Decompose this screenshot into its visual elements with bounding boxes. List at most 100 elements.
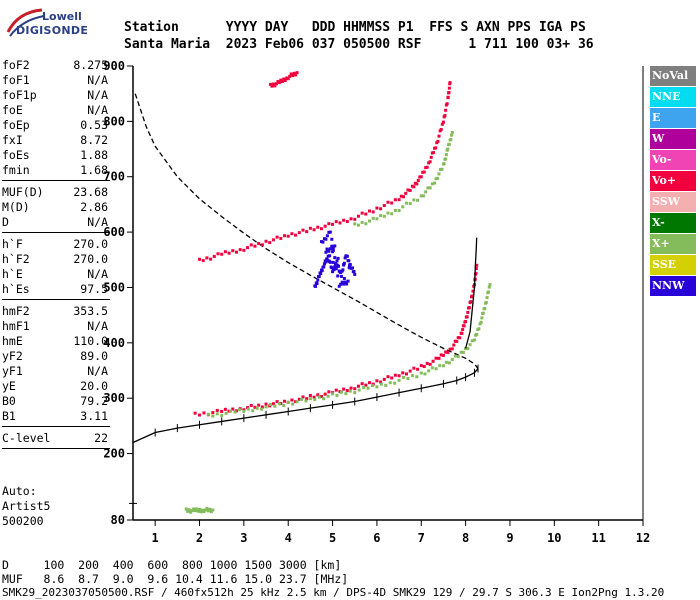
param-name: foF2 [2,58,30,72]
echo-point [327,390,331,394]
echo-point [347,266,351,270]
echo-point [422,365,426,369]
echo-point [286,400,290,404]
echo-point [362,386,366,390]
echo-point [331,260,335,264]
param-name: C-level [2,431,51,445]
echo-point [474,267,478,271]
echo-point [316,278,320,282]
x-tick-label: 2 [196,531,203,545]
echo-point [249,403,253,407]
echo-point [375,206,379,210]
echo-point [464,319,468,323]
echo-point [431,151,435,155]
echo-point [345,389,349,393]
trace-o-trace-f2 [193,263,479,417]
param-name: hmF2 [2,304,30,318]
echo-point [397,374,401,378]
echo-point [404,372,408,376]
echo-point [271,238,275,242]
echo-point [485,296,489,300]
echo-point [442,162,446,166]
echo-point [412,185,416,189]
echo-point [335,393,339,397]
echo-point [331,270,335,274]
param-value: 110.0 [73,334,108,348]
param-row: B0 79.2 [2,394,108,409]
echo-point [430,182,434,186]
echo-point [279,236,283,240]
echo-point [335,259,339,263]
echo-point [233,410,237,414]
echo-point [336,256,340,260]
param-value: N/A [87,73,108,87]
echo-point [459,350,463,354]
param-value: 353.5 [73,304,108,318]
echo-point [446,147,450,151]
echo-point [319,271,323,275]
echo-point [425,165,429,169]
echo-point [345,282,349,286]
echo-point [295,400,299,404]
echo-point [433,181,437,185]
echo-point [304,399,308,403]
echo-point [328,260,332,264]
echo-point [382,204,386,208]
param-row: foF1p N/A [2,88,108,103]
echo-point [192,507,196,511]
echo-point [447,142,451,146]
model-dashed-curve [134,93,479,369]
chart-axes [127,65,644,526]
echo-point [353,391,357,395]
echo-point [260,407,264,411]
echo-point [386,200,390,204]
echo-point [445,102,449,106]
echo-point [460,331,464,335]
param-name: D [2,215,9,229]
param-separator [2,232,110,233]
echo-point [357,388,361,392]
header-values-row: Santa Maria 2023 Feb06 037 050500 RSF 1 … [124,37,594,52]
echo-point [475,263,479,267]
echo-point [297,397,301,401]
param-separator [2,299,110,300]
y-tick-label: 400 [103,336,125,350]
echo-point [388,381,392,385]
legend-item-ssw: SSW [650,192,696,212]
x-tick-label: 5 [329,531,336,545]
param-row: fmin 1.68 [2,163,108,178]
echo-point [416,367,420,371]
legend-item-vo-: Vo+ [650,171,696,191]
echo-point [345,220,349,224]
param-name: h`F2 [2,252,30,266]
echo-point [339,282,343,286]
echo-point [364,212,368,216]
echo-point [286,234,290,238]
y-tick-label: 600 [103,225,125,239]
trace-second-hop-o [198,81,452,263]
echo-point [227,251,231,255]
echo-point [375,385,379,389]
echo-point [479,320,483,324]
echo-point [399,194,403,198]
echo-point [428,160,432,164]
upper-trace-line [464,237,478,349]
echo-point [447,361,451,365]
echo-point [360,220,364,224]
trace-x-trace-f2 [206,283,492,418]
echo-point [368,209,372,213]
echo-point [349,217,353,221]
y-tick-label: 300 [103,391,125,405]
param-name: MUF(D) [2,185,44,199]
echo-point [450,130,454,134]
echo-point [434,356,438,360]
echo-point [444,350,448,354]
param-row: yF1 N/A [2,364,108,379]
echo-point [360,382,364,386]
echo-point [308,397,312,401]
echo-point [424,190,428,194]
echo-point [474,271,478,275]
param-row: h`Es 97.5 [2,282,108,297]
echo-point [461,350,465,354]
